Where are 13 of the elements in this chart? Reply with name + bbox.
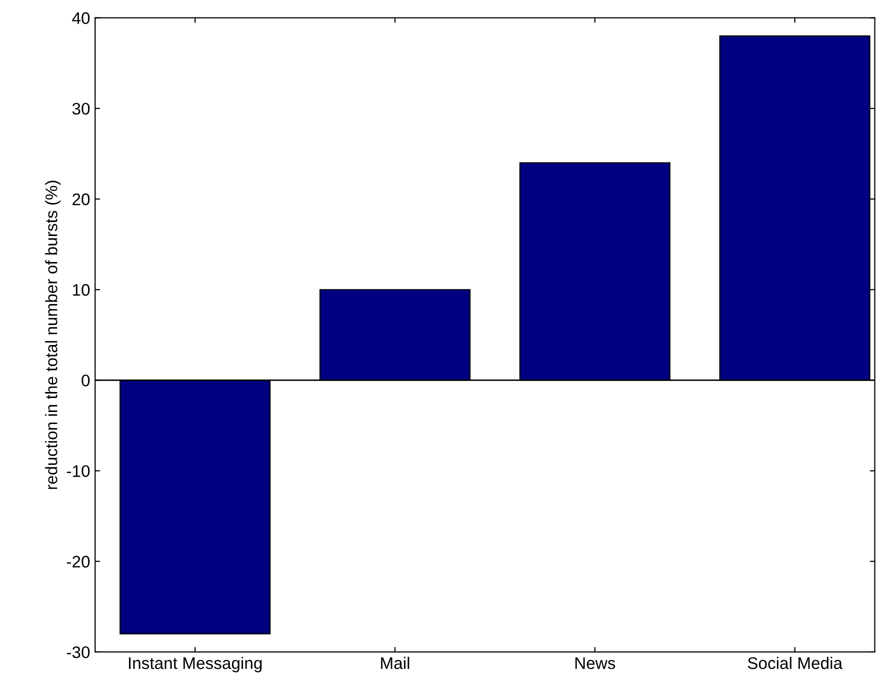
y-tick-label: 40: [72, 12, 90, 24]
x-tick-label: Mail: [381, 656, 410, 670]
y-tick-label: 30: [72, 102, 90, 115]
y-tick-label: -20: [66, 556, 90, 568]
y-tick-label: 20: [72, 193, 90, 206]
y-tick-label: -30: [66, 646, 90, 658]
y-axis-title: reduction in the total number of bursts (%): [45, 180, 61, 489]
y-tick-label: 10: [72, 284, 90, 296]
x-tick-label: Social Media: [748, 656, 843, 670]
y-tick-label: -10: [66, 465, 90, 477]
x-tick-label: News: [575, 657, 616, 670]
y-tick-label: 0: [82, 374, 90, 386]
x-tick-label: Instant Messaging: [128, 656, 262, 672]
